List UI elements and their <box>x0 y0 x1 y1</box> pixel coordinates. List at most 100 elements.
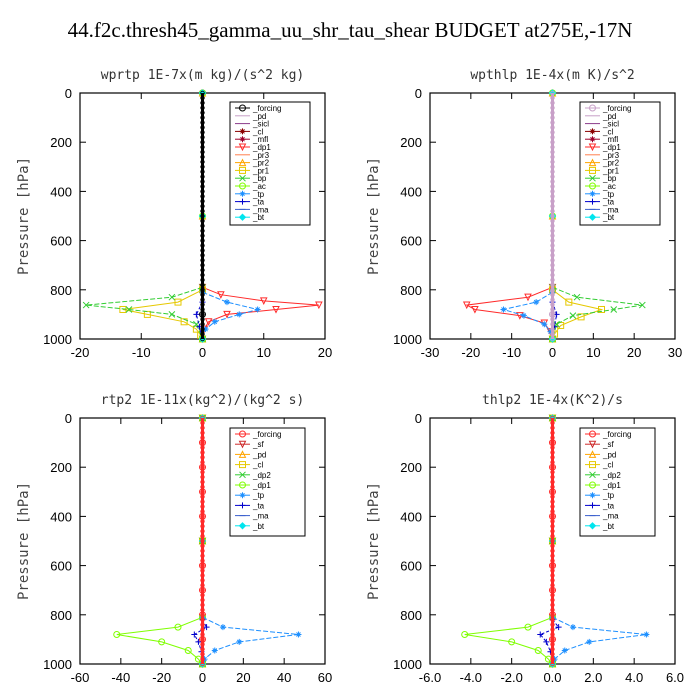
zero-profile-marker <box>550 258 555 263</box>
zero-profile-marker <box>200 430 205 435</box>
data-point <box>204 318 213 326</box>
zero-profile-marker <box>550 174 555 179</box>
data-point <box>547 328 554 335</box>
zero-profile-marker <box>200 184 205 189</box>
zero-profile-marker <box>200 169 205 174</box>
series-line <box>464 616 553 665</box>
legend-entry: _cl <box>585 127 613 136</box>
zero-profile-marker <box>200 479 205 485</box>
zero-profile-marker <box>550 578 555 583</box>
legend-label: _dp1 <box>252 143 271 152</box>
legend-marker <box>589 166 596 174</box>
y-tick-label: 800 <box>50 283 72 298</box>
legend-marker <box>239 128 246 135</box>
legend-entry: _ac <box>585 182 616 191</box>
zero-profile-marker <box>550 651 555 657</box>
zero-profile-marker <box>200 573 205 578</box>
legend-label: _tp <box>252 190 265 199</box>
data-point <box>508 638 516 646</box>
zero-profile-marker <box>550 415 555 421</box>
x-tick-label: 40 <box>277 670 291 685</box>
zero-profile-marker <box>200 154 205 160</box>
zero-profile-marker <box>550 499 555 504</box>
legend-marker <box>589 104 596 112</box>
zero-profile-marker <box>200 548 205 554</box>
data-point <box>195 638 202 645</box>
data-point <box>295 631 302 638</box>
zero-profile-marker <box>550 179 555 184</box>
zero-profile-marker <box>200 139 205 145</box>
y-tick-label: 800 <box>50 608 72 623</box>
legend-entry: _dp1 <box>235 481 271 490</box>
legend-label: _sf <box>252 440 264 449</box>
legend-marker <box>589 502 596 509</box>
y-tick-label: 600 <box>400 559 422 574</box>
zero-profile-marker <box>200 583 205 588</box>
series-dp1 <box>198 283 323 344</box>
x-tick-label: 0 <box>199 670 206 685</box>
data-point <box>541 321 548 328</box>
zero-profile-marker <box>200 135 205 140</box>
legend-marker <box>238 213 247 221</box>
y-tick-label: 400 <box>400 184 422 199</box>
zero-profile-marker <box>550 110 555 115</box>
zero-profile-marker <box>200 317 205 322</box>
zero-profile-marker <box>550 479 555 485</box>
zero-profile-marker <box>200 568 205 573</box>
zero-profile-marker <box>200 474 205 480</box>
y-tick-label: 400 <box>50 509 72 524</box>
legend-label: _cl <box>252 127 263 136</box>
zero-profile-marker <box>200 258 205 263</box>
legend-marker <box>588 158 597 167</box>
y-tick-label: 1000 <box>393 332 422 347</box>
data-point <box>569 312 577 319</box>
legend-marker <box>238 143 247 152</box>
x-tick-label: 20 <box>627 345 641 360</box>
legend-label: _bp <box>252 174 267 183</box>
data-point <box>462 301 471 310</box>
x-tick-label: 20 <box>236 670 250 685</box>
legend-label: _pr3 <box>602 151 620 160</box>
legend-label: _sicl <box>602 120 619 129</box>
x-tick-label: -10 <box>502 345 521 360</box>
zero-profile-marker <box>200 602 205 608</box>
data-point <box>573 293 581 301</box>
zero-profile-marker <box>550 612 555 617</box>
legend-label: _sicl <box>252 120 269 129</box>
chart-panel-2: wpthlp 1E-4x(m K)/s^2 Pressure [hPa] -30 -2… <box>366 68 682 360</box>
zero-profile-marker <box>550 430 555 435</box>
zero-profile-marker <box>200 469 205 475</box>
x-tick-label: 20 <box>318 345 332 360</box>
zero-profile-marker <box>550 553 555 558</box>
data-point <box>168 293 176 301</box>
legend-marker <box>239 481 246 489</box>
zero-profile-marker <box>200 612 205 617</box>
zero-profile-marker <box>200 203 205 209</box>
legend-entry: _bt <box>235 213 265 222</box>
y-tick-label: 200 <box>400 460 422 475</box>
zero-profile-marker <box>200 130 205 135</box>
series-ta <box>537 616 562 667</box>
zero-profile-marker <box>550 297 555 302</box>
zero-profile-marker <box>200 322 205 327</box>
y-tick-label: 800 <box>400 283 422 298</box>
data-point <box>643 631 650 638</box>
legend-marker <box>239 136 246 143</box>
legend-label: _pr2 <box>252 159 270 168</box>
zero-profile-marker <box>550 307 555 312</box>
zero-profile-marker <box>550 642 555 647</box>
y-tick-label: 600 <box>50 559 72 574</box>
legend-marker <box>239 471 246 479</box>
zero-profile-marker <box>550 656 555 662</box>
legend-entry: _tp <box>235 491 265 500</box>
zero-profile-marker <box>200 263 205 268</box>
x-tick-label: 60 <box>318 670 332 685</box>
legend-box <box>229 101 311 226</box>
legend-label: _forcing <box>602 104 631 113</box>
zero-profile-marker <box>200 455 205 460</box>
legend-entry: _cl <box>235 127 263 136</box>
zero-profile-marker <box>550 208 555 214</box>
zero-profile-marker <box>200 277 205 283</box>
legend-marker <box>589 461 596 469</box>
legend-label: _cl <box>602 461 613 470</box>
